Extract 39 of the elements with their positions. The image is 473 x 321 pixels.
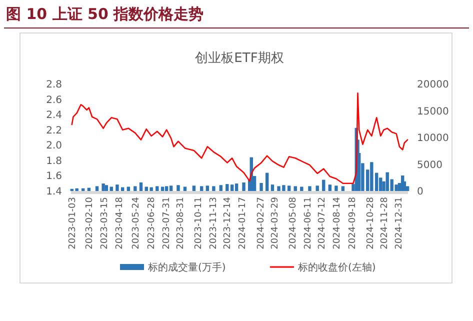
x-tick-label: 2023-04-18 xyxy=(115,196,126,250)
x-tick-label: 2024-01-17 xyxy=(238,197,248,250)
y2-tick-label: 10000 xyxy=(417,133,449,144)
x-tick-label: 2023-12-14 xyxy=(222,196,233,250)
x-tick-label: 2024-02-27 xyxy=(256,197,267,250)
x-tick-label: 2023-11-13 xyxy=(208,197,219,250)
legend-label: 标的成交量(万手) xyxy=(147,262,226,274)
x-tick-label: 2023-05-24 xyxy=(131,196,142,250)
y-tick-label: 1.6 xyxy=(46,171,62,182)
y-tick-label: 2.6 xyxy=(46,94,62,106)
y-tick-label: 2.0 xyxy=(46,140,62,152)
chart-title: 图 10 上证 50 指数价格走势 xyxy=(6,5,204,23)
x-tick-label: 2024-10-28 xyxy=(366,196,376,250)
x-tick-label: 2023-07-31 xyxy=(162,197,172,250)
x-tick-label: 2023-10-11 xyxy=(194,197,204,250)
legend-label: 标的收盘价(左轴) xyxy=(297,262,376,274)
y-tick-label: 1.8 xyxy=(46,156,62,167)
x-tick-label: 2024-05-08 xyxy=(288,196,298,250)
x-tick-label: 2024-03-29 xyxy=(270,196,280,250)
y-tick-label: 2.8 xyxy=(46,80,62,90)
x-tick-label: 2024-12-31 xyxy=(394,197,405,250)
y-tick-label: 2.2 xyxy=(46,125,62,136)
x-tick-label: 2024-09-18 xyxy=(348,196,358,250)
y-tick-label: 1.4 xyxy=(46,186,62,198)
x-tick-label: 2023-02-10 xyxy=(85,196,96,250)
x-tick-label: 2023-08-31 xyxy=(176,197,186,250)
y2-tick-label: 5000 xyxy=(417,160,442,171)
y-tick-label: 2.4 xyxy=(46,110,62,122)
y2-tick-label: 20000 xyxy=(417,80,449,90)
x-tick-label: 2023-06-28 xyxy=(147,196,158,250)
chart-subtitle: 创业板ETF期权 xyxy=(195,51,284,66)
x-tick-label: 2024-08-14 xyxy=(332,196,342,250)
x-tick-label: 2024-07-12 xyxy=(318,197,328,250)
y2-tick-label: 15000 xyxy=(417,106,449,118)
x-tick-label: 2024-06-11 xyxy=(304,197,314,250)
x-tick-label: 2023-03-15 xyxy=(100,197,110,250)
y2-tick-label: 0 xyxy=(417,186,424,198)
x-tick-label: 2024-11-28 xyxy=(380,196,390,250)
x-tick-label: 2023-01-03 xyxy=(68,197,78,250)
